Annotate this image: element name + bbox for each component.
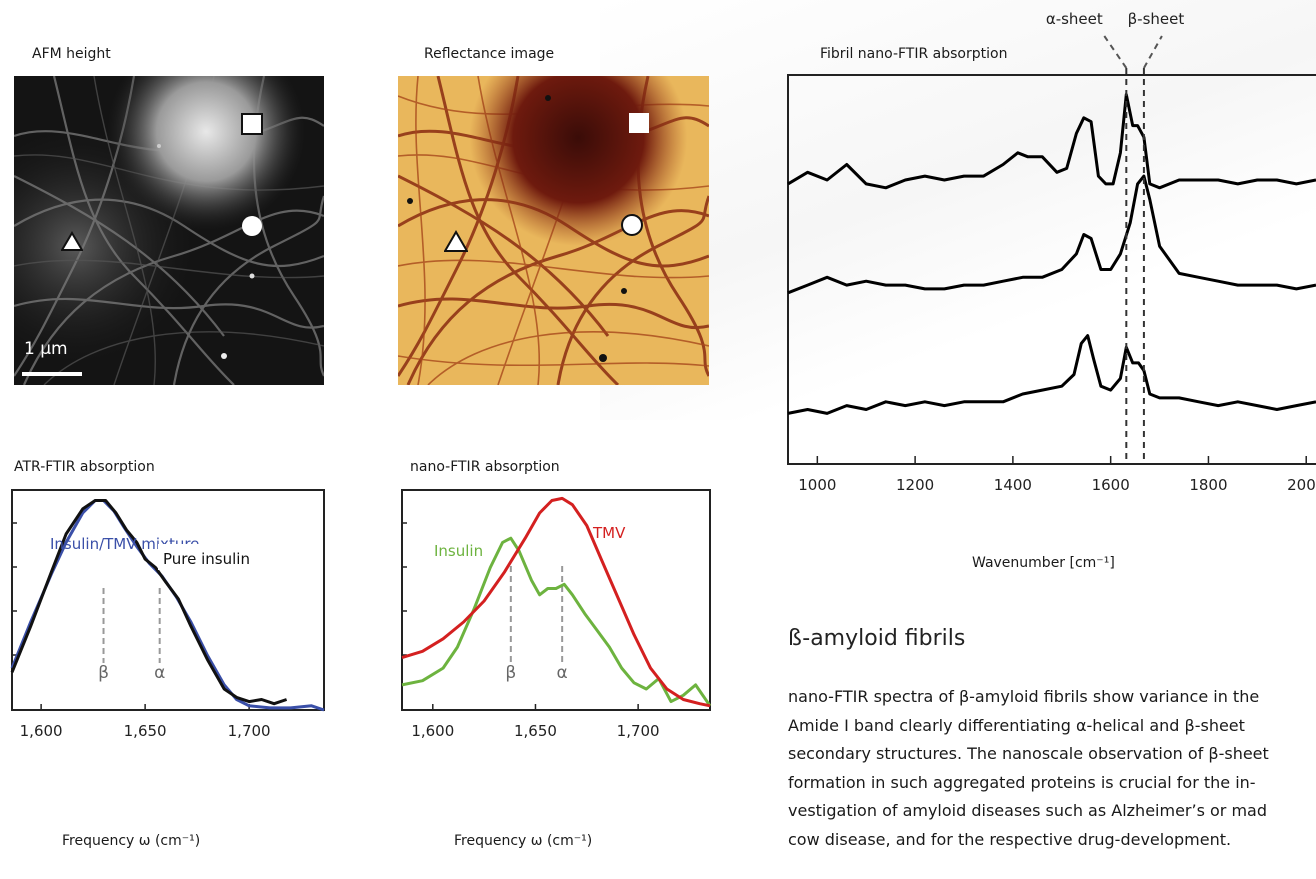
marker-leader — [1143, 35, 1163, 69]
reflectance-title: Reflectance image — [424, 46, 555, 62]
x-tick-label: 1,700 — [228, 722, 271, 740]
paragraph-line: Amide I band clearly differentiating α-h… — [788, 715, 1245, 735]
circle-marker-reflectance — [621, 214, 643, 236]
x-tick-label: 1,650 — [124, 722, 167, 740]
series-line — [401, 496, 711, 708]
marker-leader — [1103, 35, 1128, 69]
plot-frame — [11, 489, 325, 711]
marker-label: α-sheet — [1046, 10, 1103, 28]
x-tick-label: 2000 — [1287, 476, 1316, 494]
paragraph-line: cow disease, and for the respective drug… — [788, 829, 1232, 849]
x-tick-label: 1,600 — [20, 722, 63, 740]
greek-label: α — [154, 663, 165, 683]
x-tick-label: 1000 — [798, 476, 836, 494]
fibril-title: Fibril nano-FTIR absorption — [820, 46, 1008, 62]
section-heading: ß-amyloid fibrils — [788, 626, 966, 651]
paragraph-line: secondary structures. The nanoscale obse… — [788, 744, 1269, 763]
plot-frame — [787, 74, 1316, 465]
x-tick-label: 1400 — [994, 476, 1032, 494]
background-wash — [600, 0, 1316, 420]
scale-bar — [22, 372, 82, 376]
scale-bar-label: 1 µm — [24, 339, 68, 359]
series-line — [401, 536, 712, 707]
plot-frame — [401, 489, 711, 711]
legend-pure-bg — [158, 544, 272, 570]
fibril-nano-ftir-plot: 1000 1200 1400 1600 1800 2000 α-sheet β-sheet — [787, 10, 1316, 494]
nano-ftir-plot: 1,600 1,650 1,700 β α Insulin TMV — [401, 489, 712, 740]
legend-tmv: TMV — [592, 524, 626, 542]
paragraph-line: vestigation of amyloid diseases such as … — [788, 801, 1267, 820]
series-line — [787, 334, 1316, 415]
marker-label: β-sheet — [1128, 10, 1185, 28]
greek-label: β — [505, 663, 516, 683]
x-tick-label: 1,700 — [617, 722, 660, 740]
square-marker — [241, 113, 263, 135]
x-tick-label: 1,650 — [514, 722, 557, 740]
x-tick-label: 1600 — [1092, 476, 1130, 494]
x-tick-label: 1200 — [896, 476, 934, 494]
atr-title: ATR-FTIR absorption — [14, 459, 155, 475]
greek-label: β — [98, 663, 109, 683]
afm-title: AFM height — [32, 46, 111, 62]
x-tick-label: 1,600 — [411, 722, 454, 740]
nano-xlabel: Frequency ω (cm⁻¹) — [454, 833, 593, 849]
circle-marker — [242, 216, 262, 236]
afm-height-image — [14, 76, 324, 385]
legend-insulin: Insulin — [434, 542, 483, 560]
nano-title: nano-FTIR absorption — [410, 459, 560, 475]
series-line — [10, 499, 325, 712]
square-marker-reflectance — [629, 113, 649, 133]
triangle-marker-reflectance — [444, 230, 468, 252]
paragraph-line: formation in such aggregated proteins is… — [788, 772, 1256, 792]
section-paragraph: nano-FTIR spectra of β-amyloid fibrils s… — [788, 683, 1316, 879]
legend-pure: Pure insulin — [163, 550, 250, 568]
series-line — [787, 174, 1316, 295]
reflectance-image — [398, 76, 709, 385]
paragraph-line: nano-FTIR spectra of β-amyloid fibrils s… — [788, 687, 1260, 706]
series-line — [787, 93, 1316, 190]
triangle-marker — [61, 231, 83, 251]
fibril-xlabel: Wavenumber [cm⁻¹] — [972, 555, 1115, 571]
greek-label: α — [557, 663, 568, 683]
atr-xlabel: Frequency ω (cm⁻¹) — [62, 833, 201, 849]
series-line — [10, 499, 288, 706]
x-tick-label: 1800 — [1189, 476, 1227, 494]
